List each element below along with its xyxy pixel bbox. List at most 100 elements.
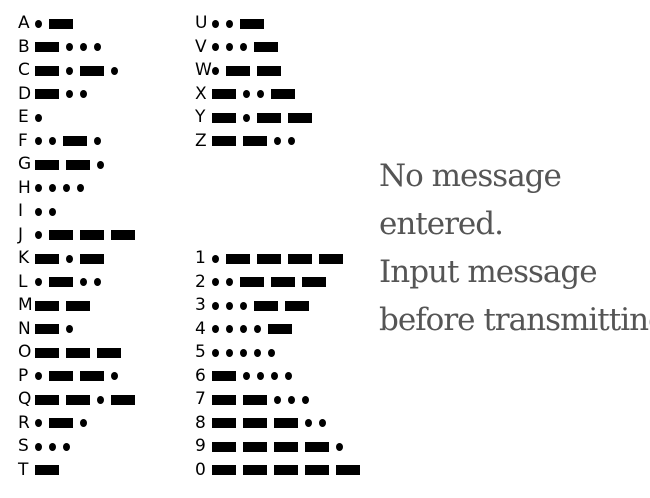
dot-symbol	[80, 43, 87, 51]
morse-row-6: 6	[195, 365, 292, 388]
dot-symbol	[336, 442, 343, 451]
dot-symbol	[97, 160, 104, 169]
morse-code-symbols	[35, 42, 101, 52]
morse-row-d: D	[18, 83, 87, 106]
morse-character: 3	[195, 295, 206, 315]
morse-code-symbols	[35, 65, 118, 76]
dash-symbol	[35, 394, 59, 405]
dash-symbol	[257, 65, 281, 76]
morse-row-g: G	[18, 153, 104, 176]
morse-row-r: R	[18, 412, 87, 435]
morse-character: W	[195, 60, 212, 80]
dash-symbol	[66, 159, 90, 170]
morse-character: T	[18, 459, 29, 480]
dot-symbol	[243, 372, 250, 380]
morse-code-symbols	[35, 207, 56, 216]
morse-code-symbols	[212, 465, 360, 475]
dash-symbol	[80, 371, 104, 381]
dot-symbol	[243, 113, 250, 122]
morse-row-v: V	[195, 36, 278, 59]
dot-symbol	[49, 442, 56, 451]
dash-symbol	[66, 394, 90, 405]
dash-symbol	[240, 277, 264, 287]
dot-symbol	[212, 348, 219, 357]
dash-symbol	[285, 300, 309, 311]
dash-symbol	[35, 42, 59, 52]
dot-symbol	[49, 137, 56, 145]
morse-row-5: 5	[195, 341, 275, 364]
dash-symbol	[212, 465, 236, 475]
dash-symbol	[243, 418, 267, 428]
dash-symbol	[80, 65, 104, 76]
dot-symbol	[302, 395, 309, 404]
dot-symbol	[240, 301, 247, 310]
morse-character: P	[18, 365, 29, 386]
morse-row-c: C	[18, 59, 118, 82]
morse-code-symbols	[212, 136, 295, 146]
dash-symbol	[257, 112, 281, 123]
dot-symbol	[254, 325, 261, 333]
morse-character: Y	[195, 107, 206, 127]
morse-code-symbols	[212, 394, 309, 405]
dash-symbol	[274, 441, 298, 452]
dash-symbol	[212, 371, 236, 381]
morse-character: F	[18, 130, 28, 151]
morse-character: V	[195, 36, 207, 57]
morse-code-symbols	[35, 394, 135, 405]
morse-row-b: B	[18, 36, 101, 59]
dot-symbol	[66, 325, 73, 333]
dash-symbol	[35, 89, 59, 99]
dash-symbol	[212, 89, 236, 99]
dot-symbol	[212, 254, 219, 263]
dash-symbol	[212, 112, 236, 123]
dot-symbol	[240, 325, 247, 333]
dash-symbol	[243, 136, 267, 146]
dash-symbol	[243, 394, 267, 405]
morse-character: N	[18, 318, 31, 339]
dot-symbol	[319, 419, 326, 427]
dot-symbol	[35, 19, 42, 28]
morse-character: M	[18, 295, 33, 315]
dot-symbol	[226, 19, 233, 28]
morse-row-s: S	[18, 435, 70, 458]
dash-symbol	[336, 465, 360, 475]
morse-code-symbols	[35, 300, 90, 311]
dash-symbol	[226, 253, 250, 264]
dot-symbol	[226, 301, 233, 310]
dot-symbol	[305, 419, 312, 427]
morse-row-x: X	[195, 83, 295, 106]
dot-symbol	[35, 231, 42, 239]
status-line-1: No message	[379, 158, 562, 194]
dot-symbol	[288, 137, 295, 145]
morse-code-symbols	[35, 465, 59, 475]
morse-character: Q	[18, 389, 32, 409]
morse-character: X	[195, 83, 207, 104]
morse-row-8: 8	[195, 412, 326, 435]
morse-character: B	[18, 36, 30, 57]
morse-code-symbols	[35, 18, 73, 29]
dash-symbol	[243, 465, 267, 475]
morse-row-4: 4	[195, 318, 292, 341]
dot-symbol	[35, 184, 42, 192]
morse-character: G	[18, 154, 32, 174]
dash-symbol	[35, 465, 59, 475]
morse-row-j: J	[18, 224, 135, 247]
dot-symbol	[35, 137, 42, 145]
dash-symbol	[305, 441, 329, 452]
dash-symbol	[35, 159, 59, 170]
dot-symbol	[97, 395, 104, 404]
morse-code-symbols	[35, 442, 70, 451]
morse-character: 7	[195, 389, 206, 409]
morse-character: E	[18, 107, 29, 127]
dot-symbol	[80, 419, 87, 427]
dash-symbol	[212, 418, 236, 428]
morse-character: 4	[195, 318, 206, 339]
morse-character: I	[18, 201, 24, 221]
morse-row-9: 9	[195, 435, 343, 458]
dot-symbol	[49, 184, 56, 192]
dot-symbol	[49, 207, 56, 216]
morse-row-h: H	[18, 177, 84, 200]
morse-row-7: 7	[195, 388, 309, 411]
dash-symbol	[35, 300, 59, 311]
morse-code-symbols	[212, 253, 343, 264]
